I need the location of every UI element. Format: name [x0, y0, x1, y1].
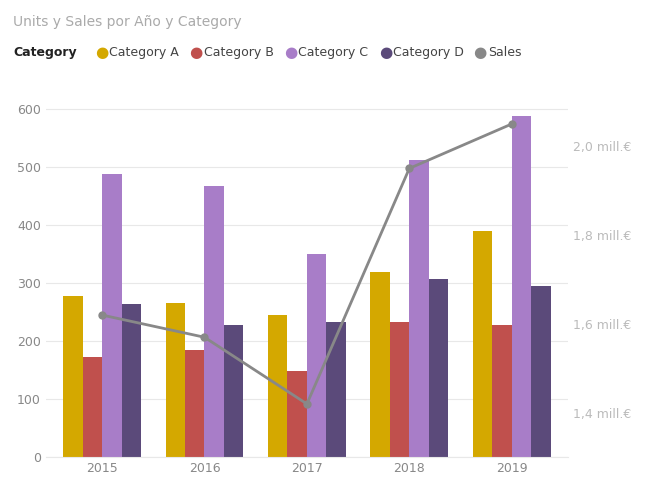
Bar [102, 173, 121, 457]
Bar [224, 325, 244, 457]
Bar [532, 286, 550, 457]
Bar [166, 303, 185, 457]
Bar [512, 115, 532, 457]
Bar [390, 322, 409, 457]
Bar [204, 186, 224, 457]
Bar [370, 272, 390, 457]
Text: Category D: Category D [393, 46, 464, 59]
Bar [307, 254, 326, 457]
Text: Category B: Category B [204, 46, 274, 59]
Line: Sales: Sales [99, 120, 515, 408]
Bar [63, 296, 82, 457]
Sales [98, 312, 106, 318]
Text: ●: ● [473, 45, 486, 60]
Bar [409, 160, 429, 457]
Bar [185, 350, 204, 457]
Text: Category: Category [13, 46, 76, 59]
Bar [121, 304, 141, 457]
Bar [326, 322, 346, 457]
Text: Category C: Category C [298, 46, 368, 59]
Bar [82, 357, 102, 457]
Sales [508, 121, 516, 127]
Text: Category A: Category A [109, 46, 179, 59]
Bar [473, 231, 492, 457]
Bar [492, 325, 512, 457]
Bar [268, 315, 287, 457]
Bar [287, 371, 307, 457]
Sales [406, 166, 413, 171]
Text: ●: ● [284, 45, 297, 60]
Text: ●: ● [189, 45, 202, 60]
Sales [200, 334, 208, 340]
Text: Units y Sales por Año y Category: Units y Sales por Año y Category [13, 15, 242, 29]
Sales [303, 401, 311, 407]
Bar [429, 279, 448, 457]
Text: Sales: Sales [488, 46, 521, 59]
Text: ●: ● [379, 45, 392, 60]
Text: ●: ● [95, 45, 108, 60]
